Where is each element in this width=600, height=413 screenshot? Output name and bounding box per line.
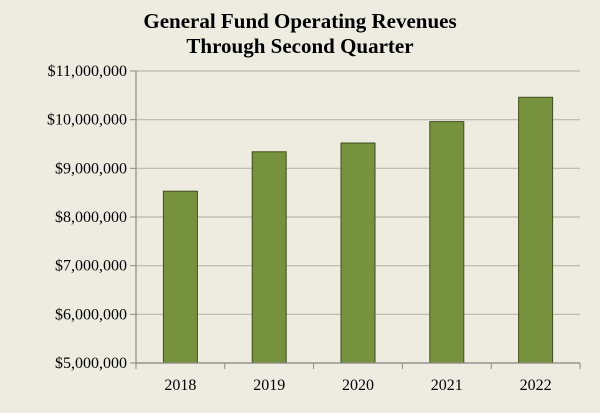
x-tick-label-2019: 2019: [253, 377, 285, 394]
chart-title-line-1: General Fund Operating Revenues: [143, 9, 457, 33]
x-tick-label-2021: 2021: [431, 377, 463, 394]
y-tick-label-3: $8,000,000: [55, 209, 127, 226]
y-tick-label-0: $5,000,000: [55, 355, 127, 372]
x-tick-label-2018: 2018: [164, 377, 196, 394]
chart-title-line-2: Through Second Quarter: [186, 34, 414, 58]
x-tick-label-2022: 2022: [520, 377, 552, 394]
y-tick-label-5: $10,000,000: [47, 112, 127, 129]
x-tick-label-2020: 2020: [342, 377, 374, 394]
y-tick-label-6: $11,000,000: [48, 63, 127, 80]
y-tick-label-4: $9,000,000: [55, 160, 127, 177]
y-tick-label-2: $7,000,000: [55, 258, 127, 275]
bar-2020: [340, 142, 376, 364]
bar-2018: [162, 190, 198, 364]
bar-2022: [518, 96, 554, 364]
bar-2021: [429, 121, 465, 364]
bar-2019: [251, 151, 287, 364]
y-tick-label-1: $6,000,000: [55, 306, 127, 323]
